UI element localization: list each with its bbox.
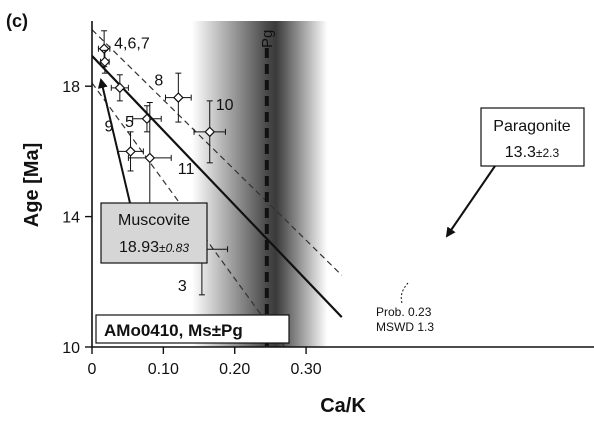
data-point: 11 <box>127 102 195 214</box>
point-marker <box>99 56 111 68</box>
sample-label: AMo0410, Ms±Pg <box>104 321 243 340</box>
paragonite-box <box>480 107 585 167</box>
stats-prob: Prob. 0.23 <box>376 305 432 319</box>
panel-label: (c) <box>6 11 28 31</box>
point-marker <box>98 43 110 55</box>
point-marker <box>125 146 136 157</box>
point-label: 8 <box>154 73 163 90</box>
x-tick-label: 0 <box>88 361 97 378</box>
point-label: 3 <box>178 278 187 295</box>
y-tick-label: 18 <box>62 79 80 96</box>
point-label: 9 <box>105 118 114 135</box>
point-label: 11 <box>178 161 195 178</box>
y-axis-title: Age [Ma] <box>21 143 43 227</box>
paragonite-annotation: Paragonite 13.3±2.3 <box>480 107 585 167</box>
sample-box <box>95 314 290 344</box>
point-label: 4,6,7 <box>114 36 150 53</box>
point-marker <box>172 92 184 103</box>
x-tick-label: 0.20 <box>219 361 250 378</box>
data-point <box>110 74 129 102</box>
paragonite-value: 13.3±2.3 <box>505 144 560 161</box>
pg-shading <box>191 21 328 347</box>
muscovite-annotation: Muscovite 18.93±0.83 <box>100 202 208 264</box>
pg-line-label: Pg <box>259 30 276 48</box>
data-point: 8 <box>154 73 192 123</box>
envelope-upper-line <box>92 28 343 276</box>
data-point: 10 <box>193 97 234 164</box>
y-tick-label: 14 <box>62 210 80 227</box>
regression-line <box>92 55 343 318</box>
point-marker <box>114 82 126 94</box>
point-label: 5 <box>125 114 134 131</box>
point-label: 10 <box>216 97 234 114</box>
x-tick-label: 0.10 <box>148 361 179 378</box>
paragonite-name: Paragonite <box>493 118 570 135</box>
data-point: 4,6,7 <box>97 30 150 68</box>
muscovite-box <box>100 202 208 264</box>
x-tick-label: 0.30 <box>291 361 322 378</box>
muscovite-name: Muscovite <box>118 212 190 229</box>
paragonite-arrow <box>445 165 496 238</box>
muscovite-value: 18.93±0.83 <box>119 239 189 256</box>
muscovite-arrow <box>97 78 131 204</box>
y-tick-label: 10 <box>62 340 80 357</box>
stats-pointer <box>400 282 409 304</box>
x-axis-title: Ca/K <box>320 395 366 417</box>
point-marker <box>144 152 156 164</box>
stats-mswd: MSWD 1.3 <box>376 320 434 334</box>
data-point <box>99 49 111 74</box>
point-marker <box>204 126 216 138</box>
